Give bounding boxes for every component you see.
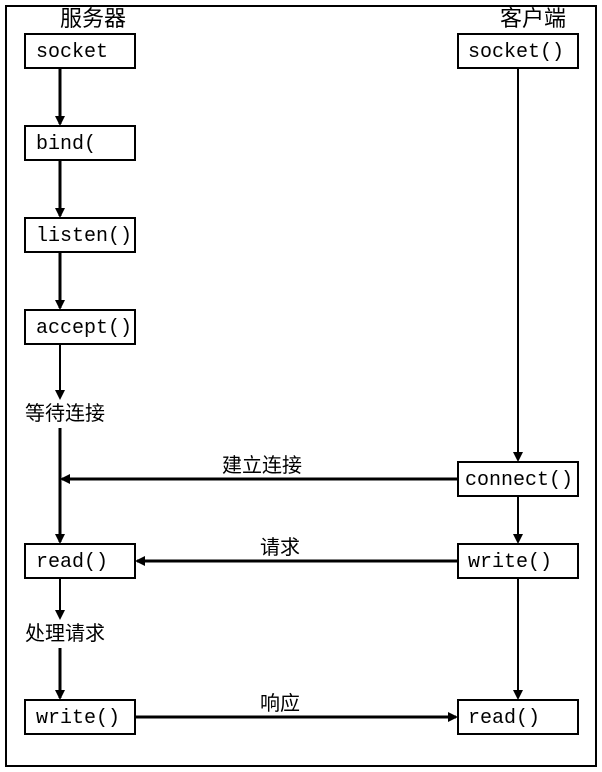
node-server-accept: accept() — [25, 310, 135, 344]
label-response: 响应 — [260, 692, 300, 715]
node-server-process: 处理请求 — [25, 622, 105, 645]
node-server-write: write() — [25, 700, 135, 734]
label-client-write: write() — [468, 551, 552, 574]
node-client-connect: connect() — [458, 462, 578, 496]
label-server-read: read() — [36, 551, 108, 574]
label-client-read: read() — [468, 707, 540, 730]
label-request: 请求 — [260, 536, 300, 559]
node-client-socket: socket() — [458, 34, 578, 68]
outer-frame — [6, 6, 596, 766]
label-server-listen: listen() — [36, 225, 132, 248]
label-client-connect: connect() — [465, 469, 573, 492]
label-client-socket: socket() — [468, 41, 564, 64]
node-server-listen: listen() — [25, 218, 135, 252]
node-client-write: write() — [458, 544, 578, 578]
label-establish: 建立连接 — [222, 454, 302, 477]
label-server-bind: bind( — [36, 133, 96, 156]
node-server-bind: bind( — [25, 126, 135, 160]
label-server-socket: socket — [36, 41, 108, 64]
node-server-socket: socket — [25, 34, 135, 68]
node-client-read: read() — [458, 700, 578, 734]
label-server-write: write() — [36, 707, 120, 730]
node-server-wait: 等待连接 — [25, 402, 105, 425]
server-header: 服务器 — [60, 6, 126, 31]
client-header: 客户端 — [500, 6, 566, 31]
label-server-accept: accept() — [36, 317, 132, 340]
node-server-read: read() — [25, 544, 135, 578]
